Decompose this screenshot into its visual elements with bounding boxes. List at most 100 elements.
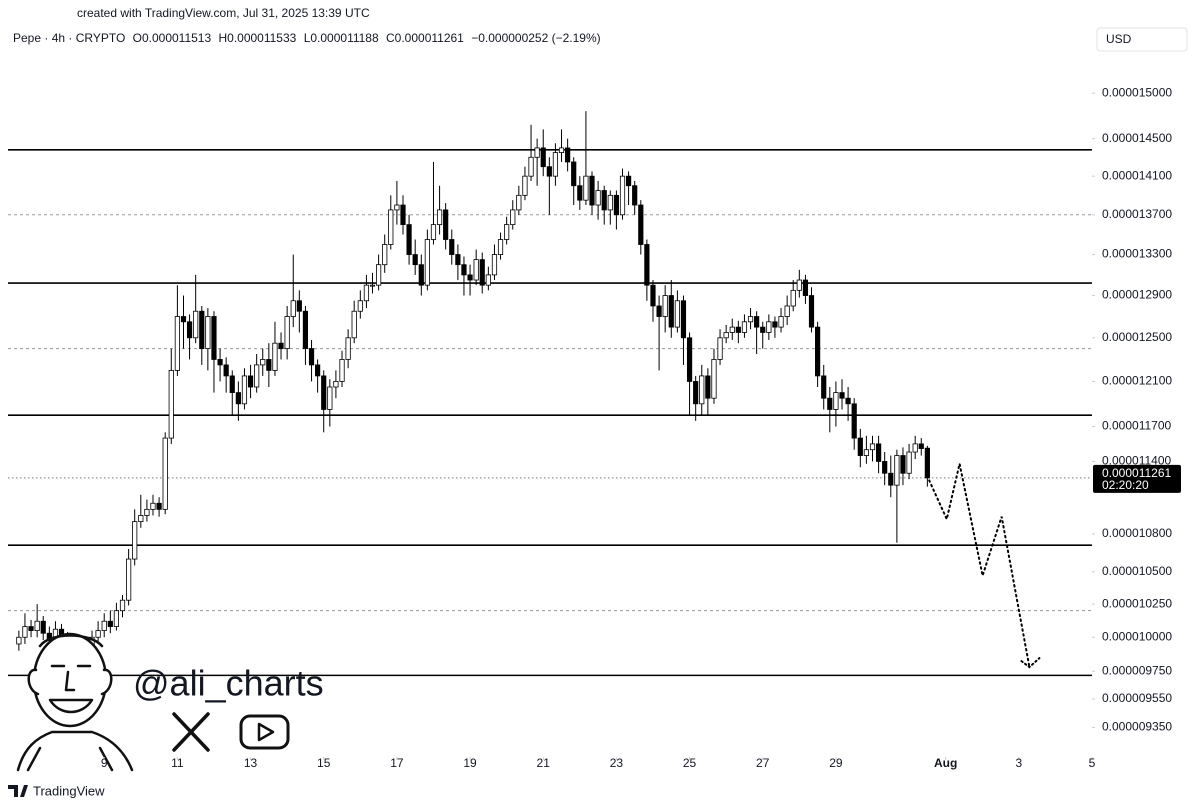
- candle-body: [851, 403, 857, 439]
- candle-body: [333, 381, 339, 388]
- y-tick-label: 0.000012100: [1102, 374, 1172, 388]
- y-tick-label: 0.000010500: [1102, 564, 1172, 578]
- y-tick-label: 0.000010800: [1102, 526, 1172, 540]
- candle-body: [382, 244, 388, 266]
- x-tick-label: 13: [244, 756, 258, 770]
- x-tick-label: 21: [537, 756, 551, 770]
- candle-body: [406, 224, 412, 255]
- avatar-ears: [27, 668, 113, 696]
- candle-body: [162, 437, 168, 510]
- candle-body: [95, 630, 101, 638]
- avatar-hair: [38, 634, 104, 648]
- candle-body: [113, 610, 119, 627]
- candle-body: [418, 264, 424, 286]
- candle-body: [357, 300, 363, 312]
- candle-body: [577, 185, 583, 201]
- candle-body: [668, 295, 674, 328]
- watermark: created with TradingView.com, Jul 31, 20…: [77, 6, 370, 20]
- y-tick-label: 0.000015000: [1102, 85, 1172, 99]
- price-tag-countdown: 02:20:20: [1102, 478, 1149, 492]
- candle-body: [729, 326, 735, 333]
- low-text: L0.000011188: [304, 31, 379, 45]
- candle-body: [235, 392, 241, 405]
- candle-body: [693, 381, 699, 405]
- candle-body: [126, 558, 132, 601]
- x-logo-stroke: [172, 712, 210, 752]
- candle-body: [601, 190, 607, 211]
- candle-body: [485, 274, 491, 286]
- candle-body: [595, 190, 601, 206]
- candle-body: [217, 359, 223, 366]
- youtube-frame: [239, 714, 290, 750]
- candle-body: [662, 295, 668, 317]
- projection-arrowhead: [1020, 657, 1041, 669]
- candle-body: [455, 254, 461, 266]
- y-tick-label: 0.000011400: [1102, 454, 1172, 468]
- candle-body: [412, 254, 418, 266]
- x-tick-label: 5: [1089, 756, 1096, 770]
- candle-body: [565, 147, 571, 163]
- candle-body: [473, 259, 479, 281]
- candle-body: [107, 620, 113, 627]
- candle-body: [674, 300, 680, 328]
- candle-body: [28, 626, 34, 631]
- candle-body: [430, 224, 437, 240]
- y-tick-label: 0.000013700: [1102, 207, 1172, 221]
- y-tick-label: 0.000014500: [1102, 131, 1172, 145]
- candle-body: [808, 295, 815, 328]
- avatar-smile: [48, 698, 94, 714]
- candle-body: [150, 502, 156, 510]
- candle-body: [815, 326, 821, 377]
- candle-body: [388, 209, 394, 245]
- candle-body: [723, 332, 729, 339]
- candle-body: [351, 310, 357, 339]
- candle-body: [394, 204, 400, 211]
- candle-body: [211, 316, 217, 360]
- y-tick-label: 0.000009550: [1102, 691, 1172, 705]
- candle-body: [339, 359, 345, 382]
- candle-body: [613, 194, 620, 216]
- candle-body: [638, 204, 644, 245]
- candle-body: [863, 449, 869, 456]
- x-tick-label: 29: [829, 756, 843, 770]
- candle-body: [510, 209, 516, 226]
- x-tick-label: Aug: [934, 756, 957, 770]
- candle-body: [900, 455, 906, 474]
- candle-body: [778, 316, 784, 328]
- candle-body: [619, 175, 626, 216]
- candle-body: [156, 502, 162, 510]
- candle-body: [754, 316, 760, 328]
- candle-body: [894, 455, 900, 486]
- projection-path: [928, 463, 1031, 669]
- candle-body: [827, 397, 833, 410]
- currency-box[interactable]: [1096, 27, 1188, 52]
- y-tick-label: 0.000014100: [1102, 168, 1172, 182]
- candle-body: [699, 375, 705, 405]
- youtube-logo[interactable]: [239, 714, 290, 750]
- candle-body: [552, 152, 559, 177]
- candle-body: [650, 284, 656, 307]
- open-text: O0.000011513: [133, 31, 212, 45]
- x-tick-label: 23: [610, 756, 624, 770]
- y-tick-label: 0.000012900: [1102, 288, 1172, 302]
- avatar-shoulders: [16, 730, 134, 772]
- footer-logo[interactable]: TradingView: [8, 783, 105, 798]
- symbol: Pepe · 4h · CRYPTO: [13, 31, 125, 45]
- candle-body: [784, 305, 790, 317]
- candle-body: [16, 636, 22, 645]
- candle-body: [302, 310, 309, 349]
- y-tick-label: 0.000009750: [1102, 663, 1172, 677]
- candle-body: [260, 359, 266, 366]
- candle-body: [443, 209, 449, 240]
- candle-body: [528, 156, 534, 177]
- candle-body: [705, 375, 711, 399]
- candle-body: [119, 599, 126, 612]
- x-logo[interactable]: [172, 712, 210, 752]
- x-tick-label: 17: [390, 756, 404, 770]
- candle-body: [467, 274, 473, 281]
- candle-body: [711, 359, 717, 399]
- candle-body: [132, 521, 138, 560]
- plot-area: [8, 111, 1092, 677]
